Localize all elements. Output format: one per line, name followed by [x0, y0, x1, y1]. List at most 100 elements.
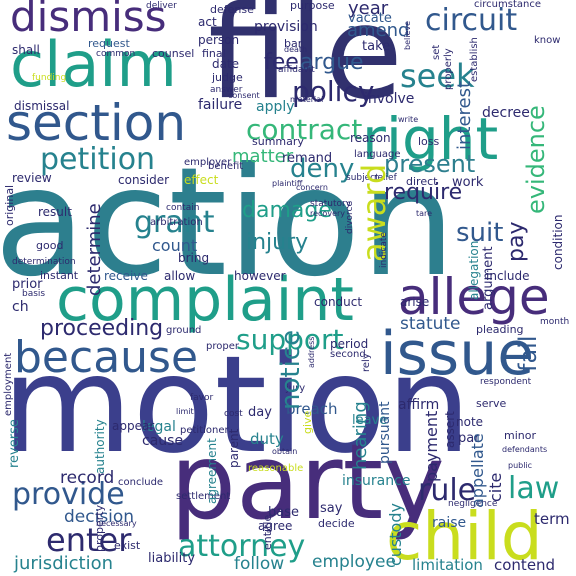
word-fee: fee: [264, 50, 299, 75]
word-relief: relief: [374, 173, 397, 183]
word-petitioner: petitioner: [180, 425, 229, 436]
word-respondent: respondent: [480, 377, 532, 387]
word-child: child: [386, 498, 543, 575]
word-believe: believe: [403, 20, 412, 50]
word-final: final: [202, 47, 226, 60]
word-remand: remand: [282, 151, 333, 166]
word-argument: argument: [481, 246, 496, 310]
word-write: write: [398, 115, 419, 124]
word-ch: ch: [12, 299, 29, 315]
word-determine: determine: [84, 203, 105, 296]
word-settlement: settlement: [176, 491, 231, 502]
word-contend: contend: [494, 556, 556, 574]
word-person: person: [198, 33, 240, 47]
word-fail: fail: [514, 335, 542, 373]
word-matter: matter: [232, 146, 294, 167]
word-pleading: pleading: [476, 323, 524, 336]
word-law: law: [508, 471, 560, 506]
word-require: require: [384, 180, 463, 205]
word-insurance: insurance: [342, 473, 411, 489]
word-limitation: limitation: [412, 556, 483, 574]
word-apply: apply: [256, 99, 295, 115]
word-claim: claim: [10, 28, 177, 101]
word-review: review: [12, 171, 52, 185]
word-notice: notice: [276, 329, 306, 410]
word-death: death: [284, 45, 308, 54]
word-concern: concern: [296, 183, 328, 192]
word-appellate: appellate: [468, 433, 487, 508]
word-purpose: purpose: [290, 0, 335, 12]
word-par: par: [458, 431, 480, 446]
word-receive: receive: [104, 269, 148, 283]
word-contain: contain: [166, 203, 200, 213]
word-favor: favor: [190, 393, 214, 403]
word-entitle: entitle: [261, 514, 274, 550]
word-loss: loss: [418, 135, 440, 148]
word-plaintiff: plaintiff: [272, 179, 303, 188]
word-arbitration: arbitration: [150, 217, 203, 228]
word-duty: duty: [250, 430, 284, 448]
word-evidence: evidence: [522, 105, 550, 214]
word-failure: failure: [198, 97, 243, 113]
word-result: result: [38, 205, 72, 219]
word-conduct: conduct: [314, 295, 363, 309]
word-reason: reason: [350, 131, 391, 145]
word-ground: ground: [166, 325, 202, 336]
word-support: support: [236, 323, 344, 356]
word-arise: arise: [400, 295, 430, 309]
word-statutory: statutory: [310, 199, 352, 209]
word-material: material: [290, 95, 324, 104]
word-decide: decide: [318, 517, 355, 530]
word-dismiss: dismiss: [10, 0, 167, 41]
word-establish: establish: [469, 37, 480, 82]
word-jurisdiction: jurisdiction: [14, 553, 113, 574]
word-grant: grant: [134, 205, 215, 240]
word-defense: defense: [210, 3, 254, 16]
word-motion: motion: [2, 327, 472, 483]
word-section: section: [6, 94, 187, 152]
word-tare: tare: [416, 209, 433, 218]
word-proceeding: proceeding: [40, 316, 164, 341]
word-assert: assert: [443, 411, 457, 448]
word-file: file: [208, 0, 403, 128]
word-limit: limit: [176, 407, 194, 416]
word-original: original: [3, 184, 16, 226]
word-enter: enter: [46, 521, 132, 559]
word-recovery: recovery: [310, 209, 346, 218]
word-vacate: vacate: [348, 11, 392, 26]
word-subject: subject: [346, 173, 379, 183]
word-statute: statute: [400, 314, 461, 334]
word-allegation: allegation: [467, 240, 481, 300]
word-leave: leave: [352, 413, 388, 428]
word-dismissal: dismissal: [14, 99, 70, 113]
word-jury: jury: [286, 383, 306, 394]
word-indicate: indicate: [379, 232, 389, 268]
word-reverse: reverse: [7, 419, 22, 468]
word-funding: funding: [32, 73, 67, 83]
word-year: year: [348, 0, 389, 19]
word-petition: petition: [40, 142, 156, 177]
word-language: language: [354, 149, 401, 160]
word-decree: decree: [482, 105, 530, 121]
word-defendants: defendants: [502, 445, 548, 454]
word-injury: injury: [246, 230, 309, 255]
word-attorney: attorney: [178, 529, 306, 564]
word-count: count: [152, 236, 198, 255]
word-affidavit: affidavit: [278, 65, 315, 75]
word-bring: bring: [178, 251, 210, 265]
word-counsel: counsel: [152, 47, 195, 60]
word-allege: allege: [398, 268, 550, 326]
word-custody: custody: [386, 503, 405, 566]
word-benefit: benefit: [208, 161, 244, 172]
word-action: action: [0, 136, 456, 310]
word-give: give: [301, 410, 314, 434]
word-party: party: [170, 421, 445, 543]
word-damage: damage: [242, 198, 332, 223]
word-right: right: [362, 105, 499, 173]
word-employment: employment: [3, 352, 14, 416]
word-interest: interest: [454, 80, 475, 150]
word-serve: serve: [476, 397, 507, 410]
word-public: public: [508, 461, 533, 470]
word-know: know: [534, 35, 561, 46]
